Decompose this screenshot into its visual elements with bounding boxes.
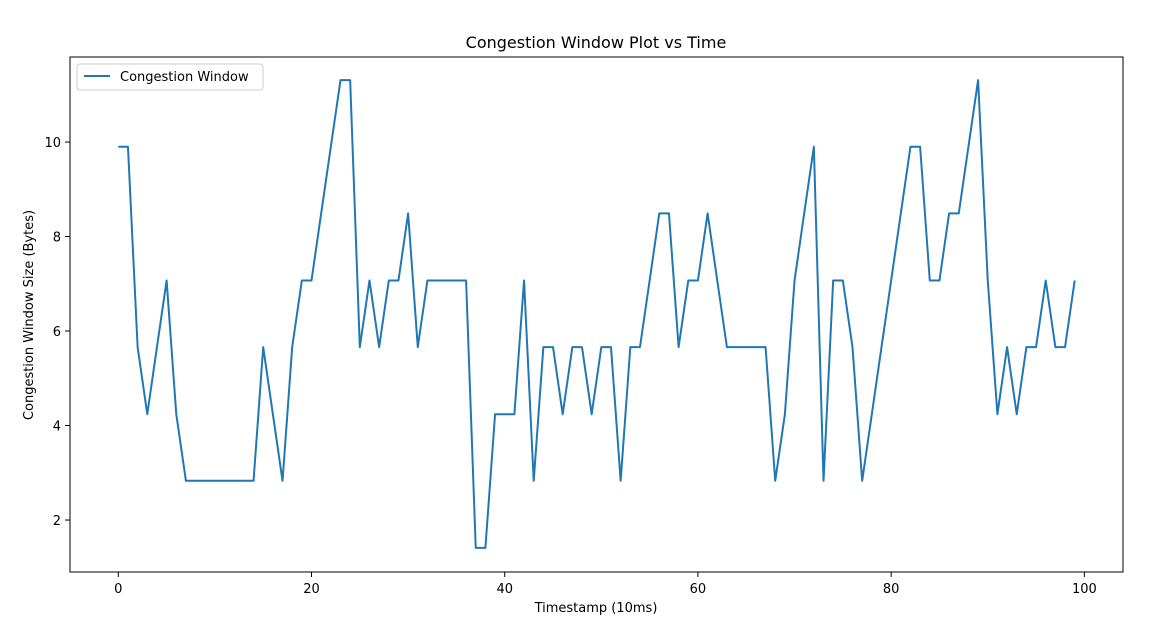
x-axis: 0 20 40 60 80 100 <box>114 572 1097 597</box>
x-tick-label: 60 <box>690 582 707 597</box>
y-tick-label: 6 <box>53 325 61 340</box>
y-axis-label: Congestion Window Size (Bytes) <box>22 210 37 420</box>
plot-area-frame <box>69 56 1124 573</box>
x-axis-label: Timestamp (10ms) <box>534 601 658 616</box>
y-tick-label: 8 <box>53 231 61 246</box>
series-layer <box>118 79 1076 549</box>
y-tick-label: 10 <box>44 136 61 151</box>
x-tick-label: 20 <box>303 582 320 597</box>
legend-box <box>76 63 264 91</box>
x-tick-label: 100 <box>1072 582 1097 597</box>
chart-title: Congestion Window Plot vs Time <box>466 33 727 52</box>
y-tick-label: 4 <box>53 420 61 435</box>
y-tick-label: 2 <box>53 514 61 529</box>
x-tick-label: 40 <box>496 582 513 597</box>
legend: Congestion Window <box>76 63 264 91</box>
x-tick-label: 0 <box>114 582 122 597</box>
y-axis: 2 4 6 8 10 <box>44 136 70 529</box>
series-line-congestion-window <box>118 79 1076 549</box>
legend-label: Congestion Window <box>120 70 249 85</box>
x-tick-label: 80 <box>883 582 900 597</box>
